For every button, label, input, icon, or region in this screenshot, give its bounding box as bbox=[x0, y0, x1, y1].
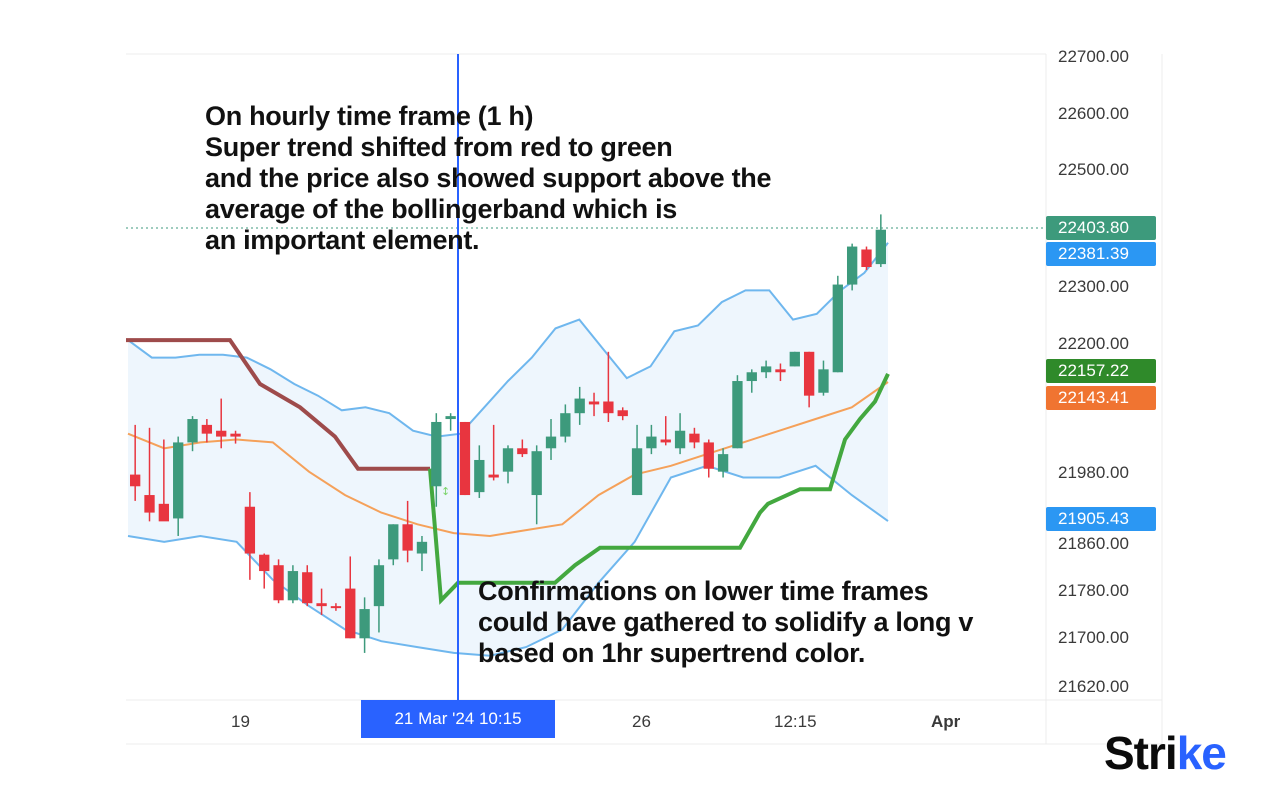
candle bbox=[187, 416, 198, 452]
supertrend-tag: 22157.22 bbox=[1046, 359, 1156, 383]
candle bbox=[173, 436, 184, 536]
time-axis-label: 12:15 bbox=[774, 712, 817, 731]
candle bbox=[875, 214, 886, 268]
candle bbox=[373, 559, 385, 633]
candle bbox=[861, 246, 872, 270]
candle bbox=[660, 416, 671, 446]
candle bbox=[158, 439, 170, 522]
price-axis-label: 22600.00 bbox=[1058, 104, 1129, 123]
supertrend-buy-arrow-icon: ↕ bbox=[441, 485, 450, 498]
bollinger-band-lines bbox=[127, 242, 889, 657]
price-axis-label: 22500.00 bbox=[1058, 160, 1129, 179]
candle bbox=[603, 351, 614, 422]
candle bbox=[818, 360, 829, 396]
price-axis-label: 21780.00 bbox=[1058, 581, 1129, 600]
supertrend-line bbox=[126, 338, 890, 605]
last-price-tag: 22403.80 bbox=[1046, 216, 1156, 240]
candle bbox=[789, 351, 800, 367]
candle bbox=[345, 556, 356, 639]
candle bbox=[832, 275, 843, 373]
candle bbox=[287, 565, 299, 604]
time-axis-label: Apr bbox=[931, 712, 961, 731]
candle bbox=[388, 524, 399, 566]
candle bbox=[574, 386, 585, 425]
price-axis-label: 22700.00 bbox=[1058, 47, 1129, 66]
candle bbox=[703, 439, 714, 478]
candle bbox=[717, 448, 729, 478]
candle bbox=[545, 419, 557, 460]
price-axis-label: 22300.00 bbox=[1058, 277, 1129, 296]
candle bbox=[302, 565, 313, 607]
candle bbox=[459, 421, 471, 496]
bb-basis-tag: 22143.41 bbox=[1046, 386, 1156, 410]
candle bbox=[689, 427, 700, 449]
candle bbox=[330, 603, 342, 611]
candle bbox=[631, 424, 643, 496]
candle bbox=[474, 445, 485, 498]
candle bbox=[846, 243, 858, 291]
candle bbox=[588, 392, 600, 417]
candle bbox=[646, 424, 657, 455]
candle bbox=[201, 419, 213, 443]
candle bbox=[560, 404, 571, 443]
price-axis-label: 22200.00 bbox=[1058, 334, 1129, 353]
crosshair-time-label: 21 Mar '24 10:15 bbox=[361, 700, 555, 738]
candle bbox=[316, 588, 327, 615]
candle bbox=[732, 375, 743, 449]
candle bbox=[775, 363, 786, 382]
candle bbox=[431, 413, 442, 507]
price-axis-label: 21860.00 bbox=[1058, 534, 1129, 553]
candle bbox=[244, 492, 256, 580]
candle bbox=[273, 559, 284, 604]
candle bbox=[359, 597, 370, 653]
price-axis-label: 21700.00 bbox=[1058, 628, 1129, 647]
time-axis-label: 19 bbox=[231, 712, 250, 731]
candle bbox=[416, 535, 428, 572]
candle bbox=[617, 407, 628, 421]
price-axis-label: 21980.00 bbox=[1058, 463, 1129, 482]
candle bbox=[517, 439, 528, 458]
candle bbox=[230, 430, 241, 444]
candle bbox=[488, 424, 499, 481]
candle bbox=[130, 424, 141, 501]
candle bbox=[760, 360, 772, 379]
annotation-top: On hourly time frame (1 h) Super trend s… bbox=[205, 101, 772, 255]
candle bbox=[445, 413, 456, 431]
price-axis-label: 21620.00 bbox=[1058, 677, 1129, 696]
annotation-bottom: Confirmations on lower time frames could… bbox=[478, 576, 974, 668]
logo-text-main: Stri bbox=[1104, 727, 1178, 779]
strike-logo: Strike bbox=[1104, 726, 1227, 780]
candle bbox=[803, 351, 815, 408]
candlesticks bbox=[130, 214, 886, 653]
candle bbox=[259, 553, 270, 589]
candle bbox=[746, 369, 757, 393]
logo-text-accent: ke bbox=[1176, 727, 1227, 779]
candle bbox=[674, 413, 686, 455]
time-axis-label: 26 bbox=[632, 712, 651, 731]
bb-upper-tag: 22381.39 bbox=[1046, 242, 1156, 266]
candle bbox=[402, 500, 413, 563]
bb-lower-tag: 21905.43 bbox=[1046, 507, 1156, 531]
candle bbox=[144, 427, 155, 522]
candle bbox=[531, 445, 542, 525]
candle bbox=[216, 398, 227, 449]
candle bbox=[502, 445, 514, 484]
